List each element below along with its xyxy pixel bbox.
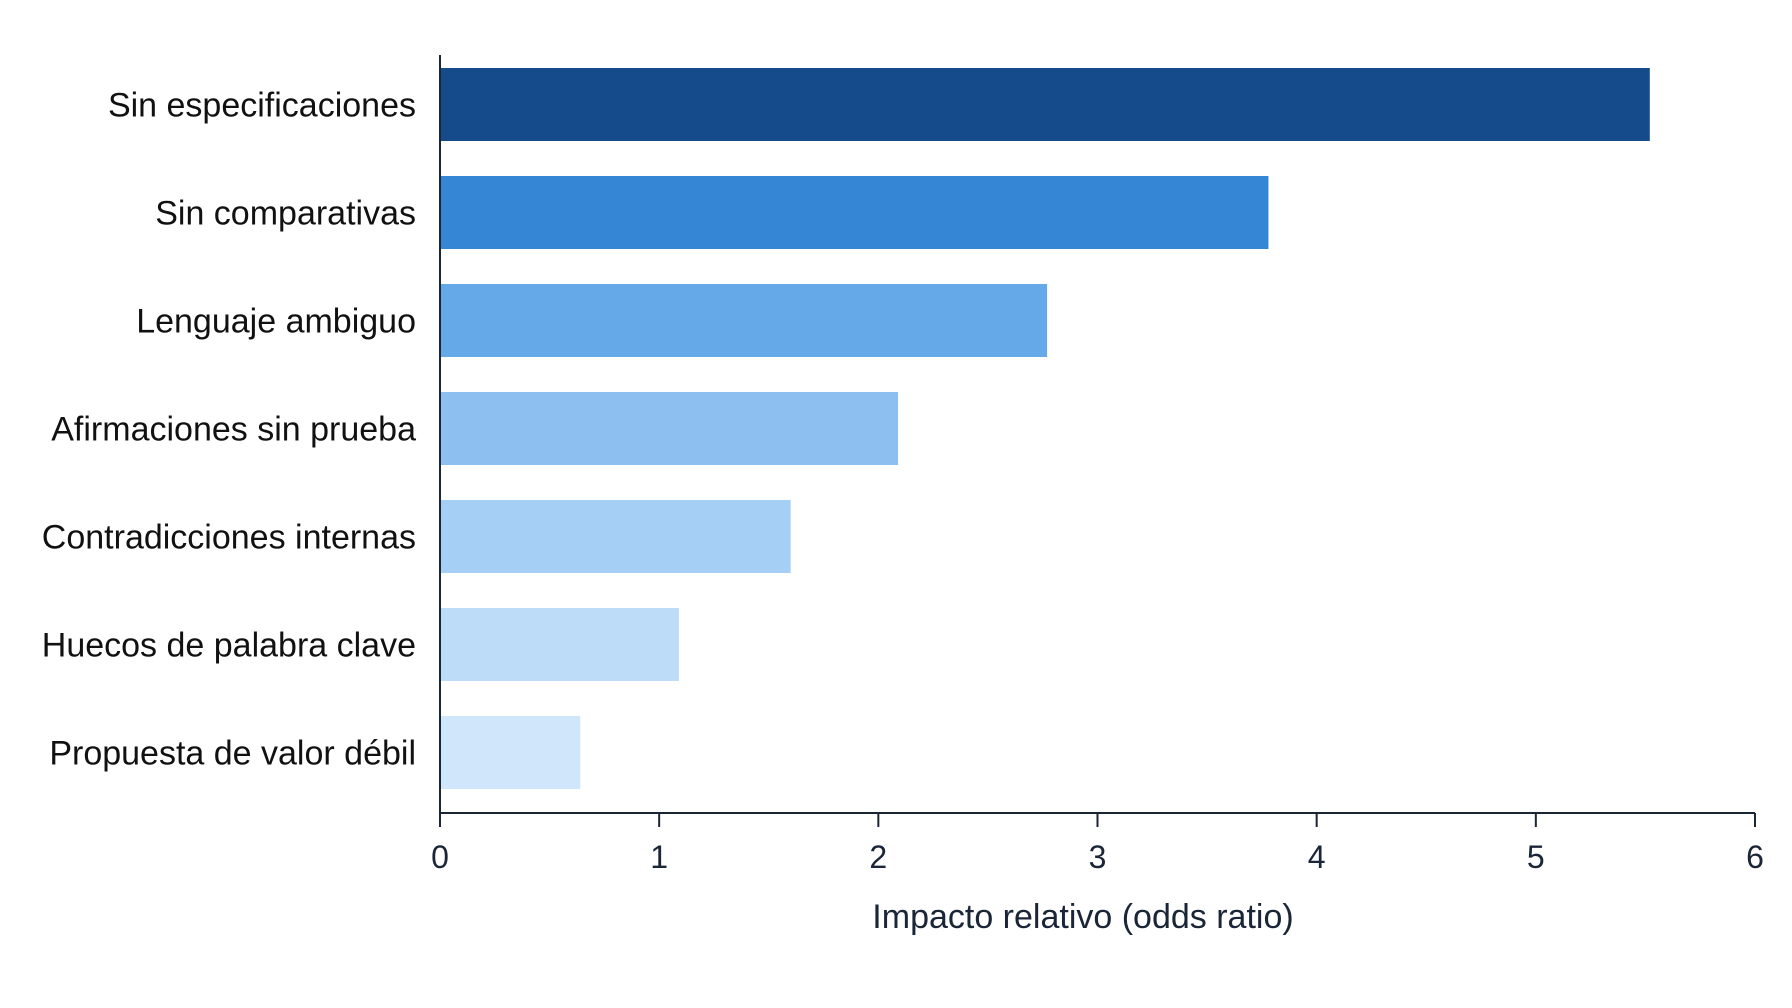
- bar-6: [440, 608, 679, 681]
- x-tick-label: 1: [650, 839, 668, 875]
- x-tick-label: 0: [431, 839, 449, 875]
- bar-3: [440, 284, 1048, 357]
- x-axis-title: Impacto relativo (odds ratio): [872, 898, 1293, 936]
- bar-2: [440, 176, 1269, 249]
- x-axis-ticks: 0 1 2 3 4 5 6: [431, 813, 1764, 875]
- category-label: Contradicciones internas: [42, 519, 416, 557]
- x-tick-label: 4: [1308, 839, 1326, 875]
- bars-group: [440, 68, 1650, 789]
- category-labels: Sin especificaciones Sin comparativas Leng…: [42, 87, 416, 773]
- category-label: Afirmaciones sin prueba: [51, 411, 416, 449]
- category-label: Huecos de palabra clave: [42, 627, 416, 665]
- category-label: Propuesta de valor débil: [49, 735, 416, 773]
- bar-4: [440, 392, 899, 465]
- bar-5: [440, 500, 791, 573]
- x-tick-label: 5: [1527, 839, 1545, 875]
- x-tick-label: 3: [1089, 839, 1107, 875]
- x-tick-label: 6: [1746, 839, 1764, 875]
- category-label: Sin comparativas: [155, 195, 416, 233]
- bar-7: [440, 716, 581, 789]
- x-tick-label: 2: [869, 839, 887, 875]
- bar-1: [440, 68, 1650, 141]
- category-label: Lenguaje ambiguo: [136, 303, 416, 341]
- category-label: Sin especificaciones: [108, 87, 416, 125]
